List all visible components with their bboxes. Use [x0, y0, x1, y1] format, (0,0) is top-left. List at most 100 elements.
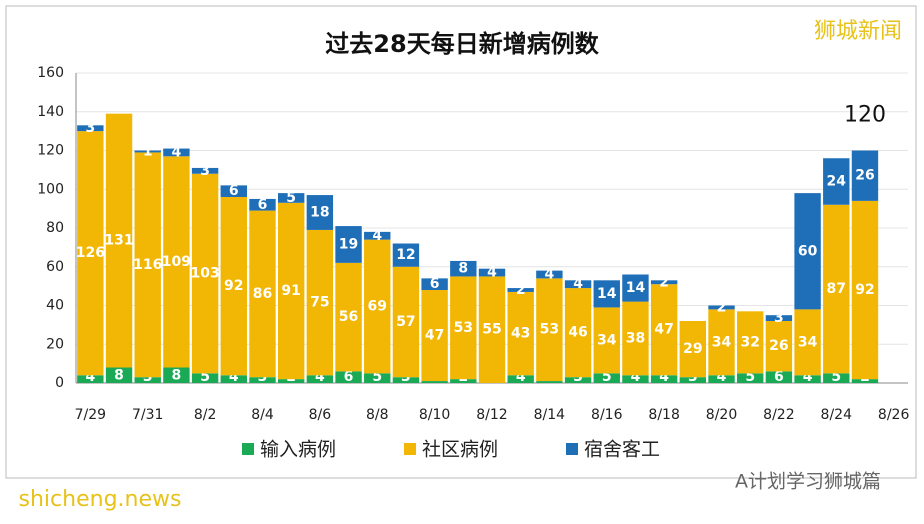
- bar-segment: [134, 152, 161, 378]
- bar-segment: [306, 375, 334, 383]
- value-label: 6: [258, 197, 268, 213]
- bar-segment: [765, 371, 793, 383]
- bar-segment: [765, 321, 793, 372]
- value-label: 34: [597, 332, 617, 348]
- bar-segment: [593, 373, 620, 383]
- x-tick-label: 8/2: [194, 407, 217, 423]
- value-label: 4: [545, 267, 555, 283]
- bar-segment: [737, 311, 764, 374]
- value-label: 56: [339, 309, 358, 325]
- bar-segment: [823, 373, 850, 383]
- value-label: 32: [740, 334, 759, 350]
- bar-segment: [364, 231, 391, 240]
- bar-segment: [564, 377, 592, 383]
- bar-segment: [679, 377, 707, 383]
- value-label: 26: [855, 168, 874, 184]
- x-tick-label: 8/26: [878, 407, 910, 423]
- value-label: 4: [315, 369, 325, 385]
- value-label: 4: [631, 369, 641, 385]
- value-label: 4: [717, 369, 727, 385]
- legend-swatch: [566, 443, 578, 455]
- bar-segment: [249, 198, 276, 211]
- value-label: 8: [458, 261, 468, 277]
- value-label: 57: [396, 314, 415, 330]
- value-label: 6: [229, 183, 239, 199]
- y-tick-label: 160: [37, 65, 64, 81]
- bar-segment: [851, 379, 879, 383]
- value-label: 116: [133, 257, 162, 273]
- value-label: 47: [654, 322, 673, 338]
- bar-segment: [708, 309, 735, 376]
- bar-segment: [737, 373, 764, 383]
- value-label: 19: [339, 236, 358, 252]
- value-label: 3: [774, 310, 784, 326]
- value-label: 4: [516, 369, 526, 385]
- legend-label: 社区病例: [422, 439, 498, 461]
- value-label: 38: [626, 330, 645, 346]
- x-tick-label: 7/31: [132, 407, 163, 423]
- value-label: 46: [568, 325, 587, 341]
- value-label: 109: [162, 254, 191, 270]
- bar-segment: [450, 379, 477, 383]
- x-tick-label: 8/4: [251, 407, 274, 423]
- bar-segment: [335, 371, 362, 383]
- bar-segment: [851, 150, 879, 201]
- value-label: 87: [827, 281, 846, 297]
- bar-segment: [478, 276, 506, 383]
- bar-segment: [564, 280, 592, 289]
- bar-segment: [622, 301, 649, 376]
- watermark: shicheng.news: [19, 487, 182, 512]
- x-tick-label: 7/29: [75, 407, 106, 423]
- value-label: 131: [104, 233, 133, 249]
- legend-label: 宿舍客工: [584, 439, 660, 461]
- x-tick-label: 8/20: [706, 407, 737, 423]
- bar-segment: [650, 280, 678, 285]
- bar-segment: [851, 200, 879, 380]
- bar-segment: [134, 377, 161, 383]
- bar-segment: [536, 278, 563, 382]
- bar-segment: [564, 288, 592, 378]
- bar-segment: [794, 309, 821, 376]
- legend-swatch: [242, 443, 254, 455]
- y-tick-label: 40: [46, 298, 64, 314]
- bar-segment: [335, 262, 362, 372]
- value-label: 53: [540, 322, 559, 338]
- bar-segment: [163, 148, 190, 157]
- bar-segment: [392, 377, 420, 383]
- bar-segment: [478, 268, 506, 277]
- bar-segment: [708, 305, 735, 310]
- value-label: 86: [253, 286, 272, 302]
- bar-segment: [794, 193, 821, 310]
- x-tick-label: 8/22: [763, 407, 794, 423]
- y-tick-label: 120: [37, 143, 64, 159]
- value-label: 4: [573, 276, 583, 292]
- value-label: 4: [659, 369, 669, 385]
- bar-segment: [134, 150, 161, 153]
- y-tick-label: 20: [46, 336, 64, 352]
- value-label: 14: [626, 280, 646, 296]
- value-label: 24: [827, 174, 847, 190]
- bar-segment: [335, 226, 362, 263]
- bar-segment: [191, 173, 219, 374]
- x-tick-label: 8/10: [419, 407, 450, 423]
- bar-segment: [450, 260, 477, 277]
- value-label: 8: [172, 367, 182, 383]
- bar-segment: [77, 375, 104, 383]
- value-label: 5: [372, 369, 382, 385]
- bar-segment: [823, 158, 850, 205]
- value-label: 4: [172, 144, 182, 160]
- bar-segment: [507, 291, 534, 376]
- bar-segment: [105, 113, 133, 368]
- bar-segment: [421, 290, 448, 382]
- annotation: 120: [844, 103, 886, 128]
- bar-segment: [650, 284, 678, 376]
- bar-segment: [77, 125, 104, 132]
- y-tick-label: 60: [46, 259, 64, 275]
- bar-segment: [220, 197, 247, 376]
- value-label: 26: [769, 338, 788, 354]
- x-tick-label: 8/8: [366, 407, 389, 423]
- value-label: 5: [286, 190, 296, 206]
- bar-segment: [536, 381, 563, 383]
- value-label: 5: [831, 369, 841, 385]
